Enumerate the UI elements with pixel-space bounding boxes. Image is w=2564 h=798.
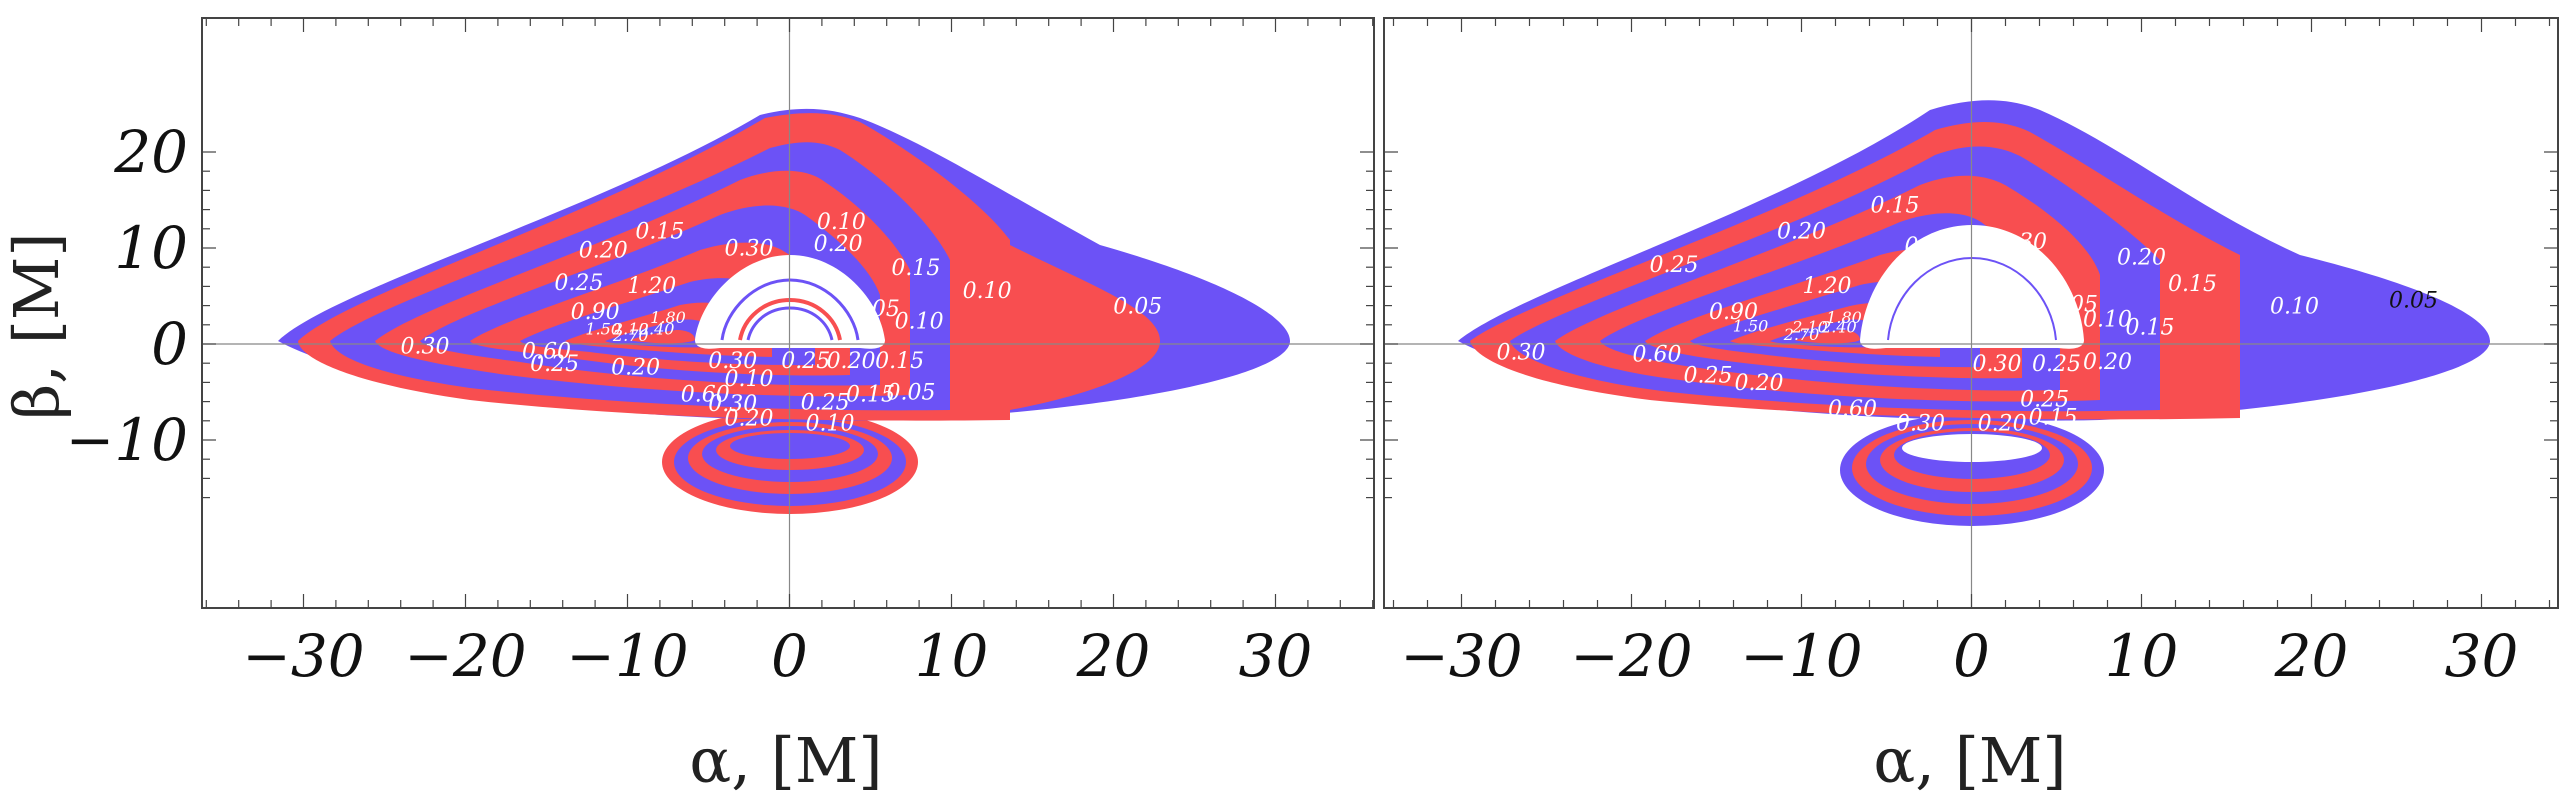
contour-label: 0.25 (781, 349, 830, 374)
contour-label: 0.20 (2083, 350, 2132, 375)
contour-label: 0.60 (681, 383, 730, 408)
contour-label: 0.25 (1650, 253, 1699, 278)
contour-label: 0.60 (1828, 397, 1877, 422)
right-shadow-plot: 0.150.20 0.300.30 0.200.250.150.10 0.051.20… (1383, 17, 2559, 690)
contour-label: 0.30 (708, 349, 757, 374)
y-tick-label: 20 (113, 118, 188, 186)
contour-label: 0.25 (530, 352, 579, 377)
left-x-axis-title: α, [M] (689, 724, 882, 797)
contour-label: 0.05 (2049, 292, 2098, 317)
contour-label: 0.10 (963, 279, 1012, 304)
contour-label: 0.25 (2032, 352, 2081, 377)
contour-label: 1.80 (1826, 308, 1862, 327)
contour-label: 1.80 (650, 308, 686, 327)
contour-label: 0.10 (2270, 294, 2319, 319)
left-plot-frame (201, 17, 1375, 609)
contour-label: 0.15 (846, 383, 895, 408)
contour-label: 0.10 (725, 367, 774, 392)
contour-label: 0.20 (611, 356, 660, 381)
contour-label: 0.20 (1735, 371, 1784, 396)
left-tick-labels: −30 −20 −10 0 10 20 30 20 10 0 −10 (66, 118, 1313, 690)
contour-label: 1.20 (627, 274, 676, 299)
contour-label: 2.70 (1783, 325, 1820, 344)
x-tick-label: −10 (1740, 622, 1862, 690)
contour-label: 1.50 (585, 319, 621, 338)
x-tick-label: −20 (404, 622, 526, 690)
contour-label: 0.25 (1684, 363, 1733, 388)
x-tick-label: −30 (242, 622, 364, 690)
contour-label: 2.10 (1791, 317, 1828, 336)
right-contour-labels: 0.150.20 0.300.30 0.200.250.150.10 0.051.20… (1497, 193, 2438, 436)
x-tick-label: −10 (566, 622, 688, 690)
right-tick-labels: −30 −20 −10 0 10 20 30 (1400, 622, 2518, 690)
y-tick-label: −10 (66, 406, 188, 474)
contour-label: 0.10 (806, 411, 855, 436)
x-tick-label: 30 (2445, 622, 2519, 690)
contour-label: 0.25 (2020, 387, 2069, 412)
contour-label: 0.25 (554, 271, 603, 296)
left-y-axis-title: β, [M] (0, 232, 73, 419)
contour-label: 0.20 (814, 232, 863, 257)
contour-label: 0.15 (891, 256, 940, 281)
contour-label: 0.30 (1497, 340, 1546, 365)
contour-label: 0.10 (895, 310, 944, 335)
x-tick-label: 30 (1239, 622, 1313, 690)
contour-label: 0.10 (2083, 308, 2132, 333)
left-tick-marks (202, 18, 1374, 608)
contour-label: 0.20 (725, 407, 774, 432)
contour-label: 0.25 (801, 390, 850, 415)
contour-label: 0.30 (1973, 352, 2022, 377)
right-tick-marks (1384, 18, 2558, 608)
contour-label: 0.15 (2029, 406, 2078, 431)
contour-label: 0.30 (1896, 411, 1945, 436)
contour-label: 0.15 (2168, 272, 2217, 297)
y-tick-label: 10 (114, 214, 188, 282)
contour-label: 0.05 (851, 297, 900, 322)
contour-label: 2.40 (1820, 317, 1857, 336)
contour-label: 2.70 (612, 326, 649, 345)
contour-label: 0.15 (635, 219, 684, 244)
contour-label: 0.30 (725, 237, 774, 262)
contour-label: 0.05 (887, 381, 936, 406)
contour-label: 1.20 (1803, 274, 1852, 299)
contour-label: 0.10 (817, 210, 866, 235)
contour-label: 2.10 (612, 319, 649, 338)
contour-label: 0.05 (1113, 294, 1162, 319)
left-contour-labels: 0.100.15 0.200.300.200.150.100.250.051.20… (401, 210, 1163, 437)
left-shadow-plot: 0.100.15 0.200.300.200.150.100.250.051.20… (66, 17, 1375, 690)
contour-label: 0.60 (1633, 342, 1682, 367)
contour-label: 0.20 (2117, 245, 2166, 270)
x-tick-label: 0 (771, 622, 808, 690)
contour-label: 0.15 (1871, 193, 1920, 218)
contour-label: 0.20 (1777, 219, 1826, 244)
contour-label: 0.20 (1978, 411, 2027, 436)
right-shadow-contours (1458, 100, 2490, 526)
x-tick-label: 10 (915, 622, 989, 690)
contour-label: 1.50 (1733, 317, 1769, 336)
x-tick-label: 20 (1076, 622, 1151, 690)
x-tick-label: 10 (2105, 622, 2179, 690)
contour-label: 0.60 (522, 339, 571, 364)
x-tick-label: 0 (1953, 622, 1990, 690)
x-tick-label: 20 (2274, 622, 2349, 690)
contour-label: 0.20 (827, 349, 876, 374)
contour-label: 0.05 (2389, 289, 2438, 314)
contour-label: 0.90 (1709, 300, 1758, 325)
contour-label: 0.15 (2126, 315, 2175, 340)
contour-label: 0.30 (708, 392, 757, 417)
x-tick-label: −30 (1400, 622, 1522, 690)
contour-label: 0.30 (1905, 234, 1954, 259)
contour-label: 0.90 (571, 300, 620, 325)
contour-label: 0.15 (875, 349, 924, 374)
contour-label: 2.40 (638, 319, 675, 338)
contour-label: 0.30 (1998, 230, 2047, 255)
x-tick-label: −20 (1570, 622, 1692, 690)
y-tick-label: 0 (151, 310, 188, 378)
contour-label: 0.30 (401, 335, 450, 360)
contour-label: 0.20 (579, 239, 628, 264)
right-x-axis-title: α, [M] (1873, 724, 2066, 797)
